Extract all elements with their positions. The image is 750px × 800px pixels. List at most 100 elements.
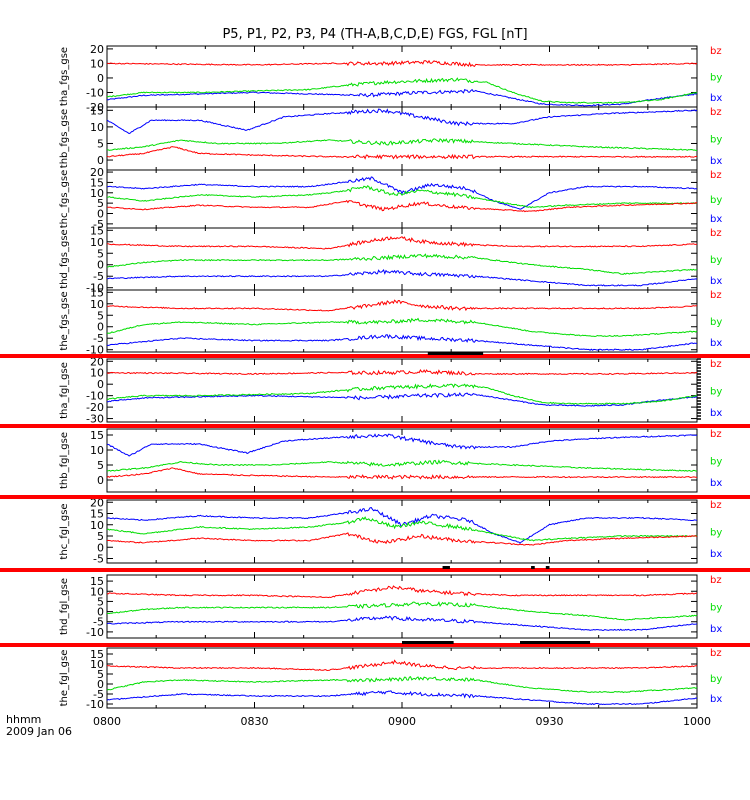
legend-by-4: by — [710, 317, 722, 328]
panel-frame-5 — [106, 358, 698, 423]
y-axis-label-1: thb_fgs_gse — [59, 109, 70, 168]
legend-bz-2: bz — [710, 170, 722, 181]
legend-by-1: by — [710, 135, 722, 146]
series-line-by-8 — [106, 601, 698, 621]
series-line-bx-5 — [106, 392, 697, 407]
panel-frame-8 — [106, 574, 698, 639]
y-tick-label-8-0: 15 — [90, 575, 104, 588]
legend-bx-1: bx — [710, 156, 722, 167]
y-tick-label-4-3: 0 — [97, 321, 104, 334]
legend-bz-0: bz — [710, 46, 722, 57]
panel-frame-1 — [106, 106, 698, 171]
series-line-bx-4 — [106, 334, 698, 351]
x-tick-label-0: 0800 — [93, 715, 121, 728]
legend-by-5: by — [710, 387, 722, 398]
status-bar-8 — [0, 568, 750, 572]
y-tick-label-1-2: 5 — [97, 137, 104, 150]
legend-bx-7: bx — [710, 549, 722, 560]
legend-bz-3: bz — [710, 228, 722, 239]
y-tick-label-2-2: 10 — [90, 187, 104, 200]
legend-bz-8: bz — [710, 575, 722, 586]
legend-bz-5: bz — [710, 359, 722, 370]
y-axis-label-4: the_fgs_gse — [59, 291, 70, 350]
series-line-bz-7 — [106, 532, 698, 546]
legend-bx-4: bx — [710, 338, 722, 349]
y-tick-label-5-1: 10 — [90, 367, 104, 380]
y-tick-label-2-3: 5 — [97, 197, 104, 210]
legend-by-8: by — [710, 603, 722, 614]
y-tick-label-3-2: 5 — [97, 247, 104, 260]
series-line-bz-5 — [106, 369, 698, 376]
y-tick-label-9-2: 5 — [97, 668, 104, 681]
date-label: 2009 Jan 06 — [6, 725, 72, 738]
series-line-bx-6 — [106, 433, 698, 457]
series-line-bx-8 — [106, 615, 698, 632]
status-bar-7 — [0, 495, 750, 499]
y-tick-label-6-3: 0 — [97, 474, 104, 487]
y-tick-label-0-2: 0 — [97, 72, 104, 85]
y-tick-label-3-4: -5 — [93, 270, 104, 283]
y-tick-label-5-4: -20 — [86, 401, 104, 414]
series-line-by-4 — [106, 317, 698, 338]
y-tick-label-6-1: 10 — [90, 444, 104, 457]
legend-bx-8: bx — [710, 624, 722, 635]
series-line-bx-0 — [106, 88, 698, 107]
status-bar-5 — [0, 354, 750, 358]
legend-bx-6: bx — [710, 478, 722, 489]
y-tick-label-1-1: 10 — [90, 121, 104, 134]
series-line-by-6 — [106, 459, 698, 472]
series-line-bz-4 — [106, 299, 698, 312]
y-tick-label-7-2: 10 — [90, 519, 104, 532]
x-tick-label-2: 0900 — [388, 715, 416, 728]
legend-by-0: by — [710, 73, 722, 84]
series-line-bx-1 — [106, 108, 698, 135]
y-tick-label-2-5: -5 — [93, 218, 104, 231]
y-tick-label-9-1: 10 — [90, 658, 104, 671]
y-tick-label-7-0: 20 — [90, 496, 104, 509]
y-tick-label-3-5: -10 — [86, 282, 104, 295]
y-tick-label-0-3: -10 — [86, 86, 104, 99]
y-tick-label-5-2: 0 — [97, 378, 104, 391]
y-tick-label-3-3: 0 — [97, 259, 104, 272]
y-tick-label-7-5: -5 — [93, 553, 104, 566]
legend-bx-5: bx — [710, 408, 722, 419]
legend-bz-7: bz — [710, 500, 722, 511]
panel-frame-4 — [106, 289, 698, 353]
panel-frame-0 — [106, 45, 698, 108]
legend-bx-0: bx — [710, 93, 722, 104]
flag-segment-5-0 — [427, 352, 484, 355]
y-axis-label-5: tha_fgl_gse — [59, 362, 70, 419]
series-line-bz-0 — [106, 59, 698, 68]
y-tick-label-2-0: 20 — [90, 166, 104, 179]
legend-by-9: by — [710, 674, 722, 685]
y-tick-label-8-3: 0 — [97, 606, 104, 619]
series-line-by-2 — [106, 185, 698, 209]
y-tick-label-3-0: 15 — [90, 224, 104, 237]
y-tick-label-9-4: -5 — [93, 688, 104, 701]
flag-segment-9-1 — [520, 641, 591, 644]
series-line-bz-8 — [106, 585, 698, 599]
series-line-bx-3 — [106, 269, 698, 287]
y-axis-label-0: tha_fgs_gse — [59, 47, 70, 106]
legend-bx-9: bx — [710, 694, 722, 705]
flag-segment-9-0 — [402, 641, 454, 644]
status-bar-6 — [0, 424, 750, 428]
y-tick-label-0-1: 10 — [90, 57, 104, 70]
chart-title: P5, P1, P2, P3, P4 (TH-A,B,C,D,E) FGS, F… — [222, 27, 528, 42]
y-tick-label-8-5: -10 — [86, 626, 104, 639]
x-tick-label-3: 0930 — [536, 715, 564, 728]
y-tick-label-7-4: 0 — [97, 541, 104, 554]
panel-frame-6 — [106, 428, 698, 493]
series-line-by-5 — [106, 383, 698, 405]
legend-bz-9: bz — [710, 648, 722, 659]
y-tick-label-5-0: 20 — [90, 355, 104, 368]
y-tick-label-0-4: -20 — [86, 101, 104, 114]
status-bar-9 — [0, 643, 750, 647]
flag-segment-8-0 — [442, 566, 450, 569]
series-line-bx-2 — [106, 176, 698, 210]
y-tick-label-4-1: 10 — [90, 298, 104, 311]
y-tick-label-4-0: 15 — [90, 286, 104, 299]
series-line-bz-6 — [106, 467, 698, 480]
panel-frame-7 — [106, 499, 698, 564]
